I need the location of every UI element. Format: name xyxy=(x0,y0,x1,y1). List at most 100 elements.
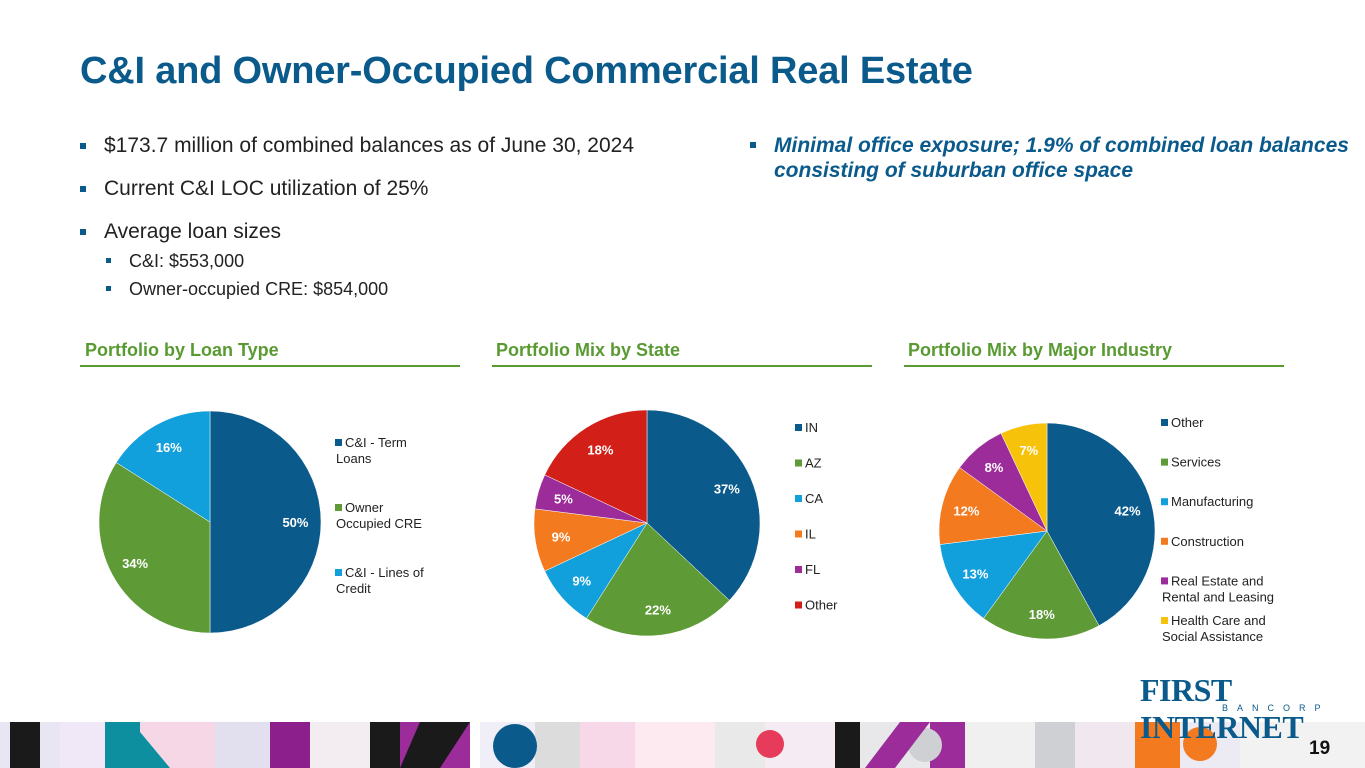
pie-data-label: 18% xyxy=(587,443,613,458)
footer-tile xyxy=(470,722,480,768)
pie-data-label: 42% xyxy=(1115,503,1141,518)
chart-title-underline xyxy=(904,365,1284,367)
legend-label: Manufacturing xyxy=(1171,494,1253,509)
legend-label: Real Estate and Rental and Leasing xyxy=(1162,573,1274,604)
legend-label: FL xyxy=(805,562,820,577)
pie-data-label: 9% xyxy=(572,574,591,589)
legend-swatch xyxy=(795,566,802,573)
legend-swatch xyxy=(795,424,802,431)
sub-bullets: C&I: $553,000 Owner-occupied CRE: $854,0… xyxy=(80,248,720,302)
legend-label: CA xyxy=(805,491,823,506)
pie-data-label: 13% xyxy=(962,566,988,581)
chart-title-industry: Portfolio Mix by Major Industry xyxy=(908,340,1173,360)
bullet-marker xyxy=(80,186,86,192)
chart-title-loan-type: Portfolio by Loan Type xyxy=(85,340,279,360)
footer-tile xyxy=(580,722,635,768)
pie-slice-2-3 xyxy=(938,467,1048,545)
summary-bullets: $173.7 million of combined balances as o… xyxy=(80,133,720,304)
pie-data-label: 7% xyxy=(1019,443,1038,458)
pie-slice-0-0 xyxy=(209,410,322,634)
bullet-item: Average loan sizes xyxy=(80,219,720,245)
legend-label: IL xyxy=(805,527,816,542)
footer-tile xyxy=(370,722,400,768)
legend-swatch xyxy=(1161,617,1168,624)
footer-shape xyxy=(756,730,784,758)
legend-swatch xyxy=(795,459,802,467)
footer-tile xyxy=(1035,722,1075,768)
decorative-footer-band xyxy=(0,722,1365,768)
legend-label: IN xyxy=(805,420,818,435)
footer-shape xyxy=(400,722,470,768)
pie-data-label: 12% xyxy=(953,503,979,518)
pie-data-label: 9% xyxy=(552,530,571,545)
legend-swatch xyxy=(1161,498,1168,506)
chart-title-state: Portfolio Mix by State xyxy=(496,340,681,360)
legend-label: Construction xyxy=(1171,534,1244,549)
footer-tile xyxy=(215,722,270,768)
legend-label: Health Care and Social Assistance xyxy=(1162,613,1266,644)
legend-swatch xyxy=(1161,537,1168,545)
legend-swatch xyxy=(795,601,802,609)
footer-tile xyxy=(535,722,580,768)
footer-tile xyxy=(310,722,370,768)
company-logo-sub: BANCORP xyxy=(1222,703,1330,713)
pie-slice-0-1 xyxy=(98,462,211,634)
chart-title-underline xyxy=(492,365,872,367)
legend-label: Owner Occupied CRE xyxy=(336,500,422,531)
pie-slice-2-2 xyxy=(939,530,1048,619)
pie-data-label: 16% xyxy=(156,440,182,455)
pie-data-label: 37% xyxy=(714,481,740,496)
pie-data-label: 18% xyxy=(1029,607,1055,622)
pie-slice-1-1 xyxy=(586,522,730,637)
footer-tile xyxy=(1240,722,1365,768)
bullet-marker xyxy=(80,229,86,235)
office-exposure-text: Minimal office exposure; 1.9% of combine… xyxy=(774,134,1349,182)
legend-label: Services xyxy=(1171,455,1221,470)
sub-bullet-item: Owner-occupied CRE: $854,000 xyxy=(80,276,720,302)
legend-swatch xyxy=(335,439,342,446)
footer-tile xyxy=(1135,722,1180,768)
bullet-marker xyxy=(750,142,756,148)
footer-shape xyxy=(1183,727,1217,761)
legend-swatch xyxy=(335,569,342,576)
legend-label: Other xyxy=(805,598,838,613)
footer-tile xyxy=(835,722,860,768)
bullet-item: Current C&I LOC utilization of 25% xyxy=(80,176,720,202)
bullet-marker xyxy=(106,258,111,263)
page-title: C&I and Owner-Occupied Commercial Real E… xyxy=(80,50,973,92)
pie-data-label: 22% xyxy=(645,602,671,617)
pie-slice-1-5 xyxy=(544,409,648,524)
legend-label: C&I - Term Loans xyxy=(336,435,407,466)
bullet-marker xyxy=(80,143,86,149)
sub-bullet-text: Owner-occupied CRE: $854,000 xyxy=(129,279,389,299)
sub-bullet-item: C&I: $553,000 xyxy=(80,248,720,274)
pie-data-label: 5% xyxy=(554,492,573,507)
footer-tile xyxy=(60,722,105,768)
bullet-text: Average loan sizes xyxy=(104,220,282,243)
legend-swatch xyxy=(795,530,802,538)
bullet-item: $173.7 million of combined balances as o… xyxy=(80,133,720,159)
pie-slice-2-1 xyxy=(983,530,1100,640)
page-number: 19 xyxy=(1309,738,1331,759)
footer-tile xyxy=(635,722,715,768)
legend-swatch xyxy=(1161,577,1168,585)
legend-label: C&I - Lines of Credit xyxy=(336,565,424,596)
legend-label: Other xyxy=(1171,415,1204,430)
footer-shape xyxy=(110,732,170,768)
footer-shape xyxy=(493,724,537,768)
footer-shape xyxy=(865,722,930,768)
footer-tile xyxy=(10,722,40,768)
office-exposure-bullet: Minimal office exposure; 1.9% of combine… xyxy=(750,133,1354,183)
legend-swatch xyxy=(795,495,802,502)
pie-data-label: 8% xyxy=(985,460,1004,475)
chart-title-underline xyxy=(80,365,460,367)
legend-swatch xyxy=(1161,419,1168,426)
legend-swatch xyxy=(1161,458,1168,466)
pie-slice-2-5 xyxy=(1000,422,1048,532)
bullet-text: Current C&I LOC utilization of 25% xyxy=(104,177,429,200)
footer-tile xyxy=(1075,722,1135,768)
footer-tile xyxy=(270,722,310,768)
pie-slice-0-2 xyxy=(115,410,211,523)
legend-swatch xyxy=(335,504,342,511)
